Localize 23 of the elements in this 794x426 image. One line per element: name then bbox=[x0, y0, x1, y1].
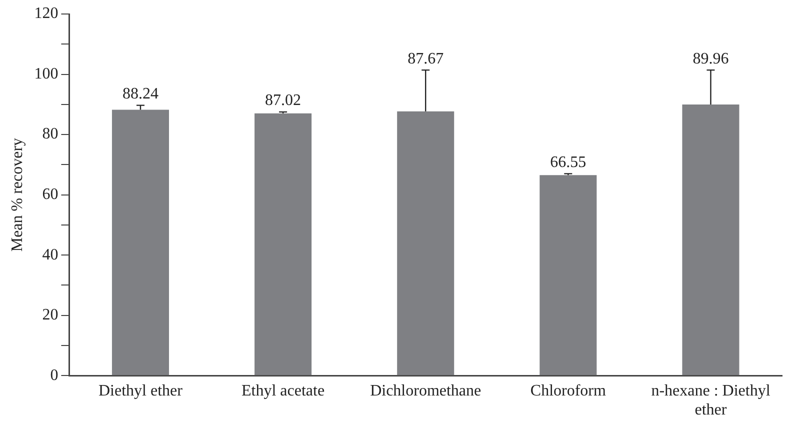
data-label: 87.02 bbox=[265, 92, 302, 110]
x-tick-label: Dichloromethane bbox=[370, 382, 482, 400]
x-tick-label: n-hexane : Diethyl ether bbox=[651, 382, 771, 419]
bar bbox=[112, 110, 169, 376]
y-tick-label: 60 bbox=[42, 186, 58, 204]
y-tick-label: 100 bbox=[34, 65, 58, 82]
y-axis-title: Mean % recovery bbox=[8, 138, 26, 252]
y-tick-label: 120 bbox=[34, 5, 58, 22]
y-tick-label: 0 bbox=[50, 366, 58, 384]
x-tick-label: Diethyl ether bbox=[98, 382, 184, 400]
x-tick-label: Chloroform bbox=[530, 382, 606, 400]
data-label: 89.96 bbox=[692, 50, 729, 68]
y-tick-label: 40 bbox=[42, 246, 58, 264]
y-tick-label: 80 bbox=[42, 126, 58, 143]
y-tick-label: 20 bbox=[42, 306, 58, 324]
bar bbox=[682, 104, 740, 376]
data-label: 66.55 bbox=[550, 154, 586, 171]
bar bbox=[397, 111, 454, 376]
x-tick-label: Ethyl acetate bbox=[242, 382, 325, 400]
data-label: 88.24 bbox=[122, 86, 158, 103]
data-label: 87.67 bbox=[408, 50, 444, 68]
bar bbox=[540, 175, 597, 376]
bar bbox=[254, 113, 312, 376]
